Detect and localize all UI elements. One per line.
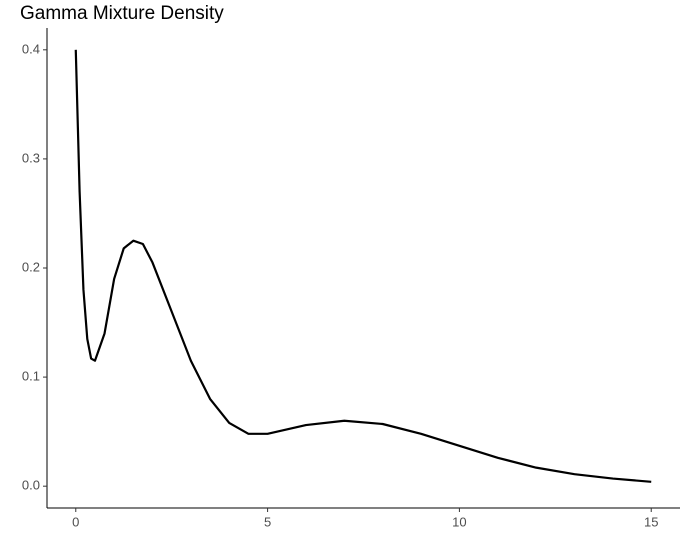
y-tick-label: 0.3 [22,150,40,165]
y-tick-label: 0.4 [22,41,40,56]
x-tick-label: 5 [264,514,271,529]
x-tick-label: 15 [644,514,658,529]
y-tick-label: 0.1 [22,369,40,384]
x-tick-label: 0 [72,514,79,529]
y-tick-label: 0.2 [22,259,40,274]
y-tick-label: 0.0 [22,478,40,493]
line [74,49,652,483]
chart-title: Gamma Mixture Density [20,3,224,24]
x-tick-label: 10 [452,514,466,529]
